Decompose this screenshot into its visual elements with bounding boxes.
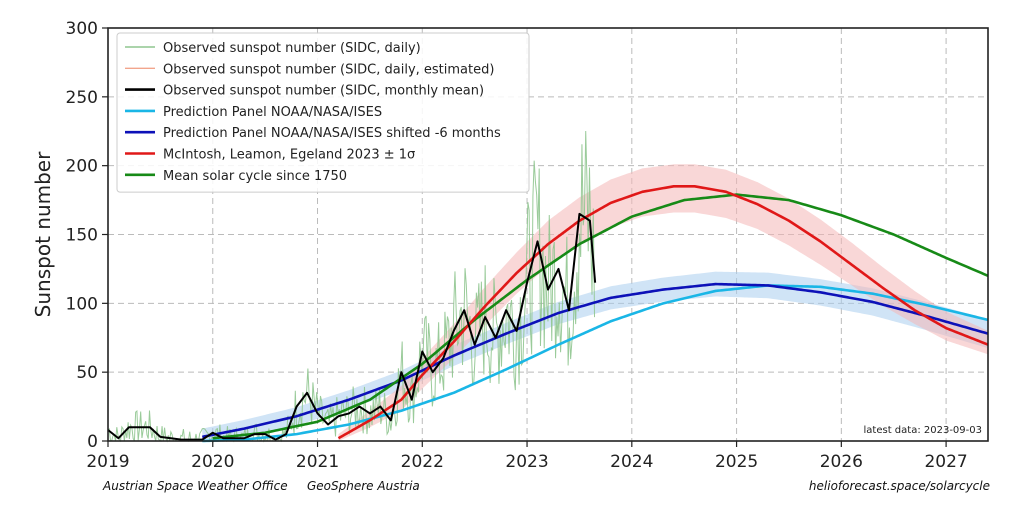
legend-label: Observed sunspot number (SIDC, daily) (163, 41, 421, 56)
x-tick-label: 2027 (924, 452, 967, 472)
y-tick-label: 50 (76, 363, 98, 383)
y-axis-label: Sunspot number (31, 151, 55, 317)
daily-observations (107, 130, 596, 443)
legend-label: Prediction Panel NOAA/NASA/ISES (163, 105, 382, 120)
x-tick-label: 2023 (505, 452, 548, 472)
observed-monthly-line (107, 212, 597, 441)
footer-office: Austrian Space Weather Office (103, 479, 288, 493)
legend-label: Observed sunspot number (SIDC, daily, es… (163, 62, 494, 77)
mcintosh-uncertainty-band (338, 164, 988, 442)
x-tick-label: 2022 (401, 452, 444, 472)
daily-observed-line (107, 130, 596, 443)
x-tick-label: 2025 (715, 452, 758, 472)
x-tick-label: 2024 (610, 452, 653, 472)
x-tick-label: 2026 (820, 452, 863, 472)
latest-data-annotation: latest data: 2023-09-03 (864, 425, 982, 436)
mean-cycle-line (212, 193, 989, 440)
axis-ticks: 2019 2020 2021 2022 2023 2024 2025 2026 2027 0 50 1… (66, 19, 968, 472)
y-tick-label: 300 (66, 19, 98, 39)
y-tick-label: 250 (66, 88, 98, 108)
series-lines (107, 185, 989, 443)
legend: Observed sunspot number (SIDC, daily) Obs… (116, 32, 530, 193)
footer-institution: GeoSphere Austria (307, 479, 420, 493)
y-tick-label: 150 (66, 226, 98, 246)
uncertainty-bands (202, 164, 989, 442)
noaa-prediction-line (202, 284, 989, 443)
x-tick-label: 2021 (296, 452, 339, 472)
noaa-uncertainty-band (202, 271, 989, 441)
footer-url: helioforecast.space/solarcycle (808, 479, 990, 493)
y-tick-label: 0 (87, 432, 98, 452)
y-tick-label: 200 (66, 157, 98, 177)
legend-box (116, 32, 530, 193)
y-tick-label: 100 (66, 294, 98, 314)
x-tick-label: 2019 (86, 452, 129, 472)
x-tick-label: 2020 (191, 452, 234, 472)
legend-label: McIntosh, Leamon, Egeland 2023 ± 1σ (163, 148, 415, 163)
legend-label: Prediction Panel NOAA/NASA/ISES shifted … (163, 126, 501, 141)
noaa-shifted-prediction-line (202, 282, 989, 439)
legend-label: Mean solar cycle since 1750 (163, 169, 347, 184)
legend-label: Observed sunspot number (SIDC, monthly m… (163, 84, 484, 99)
